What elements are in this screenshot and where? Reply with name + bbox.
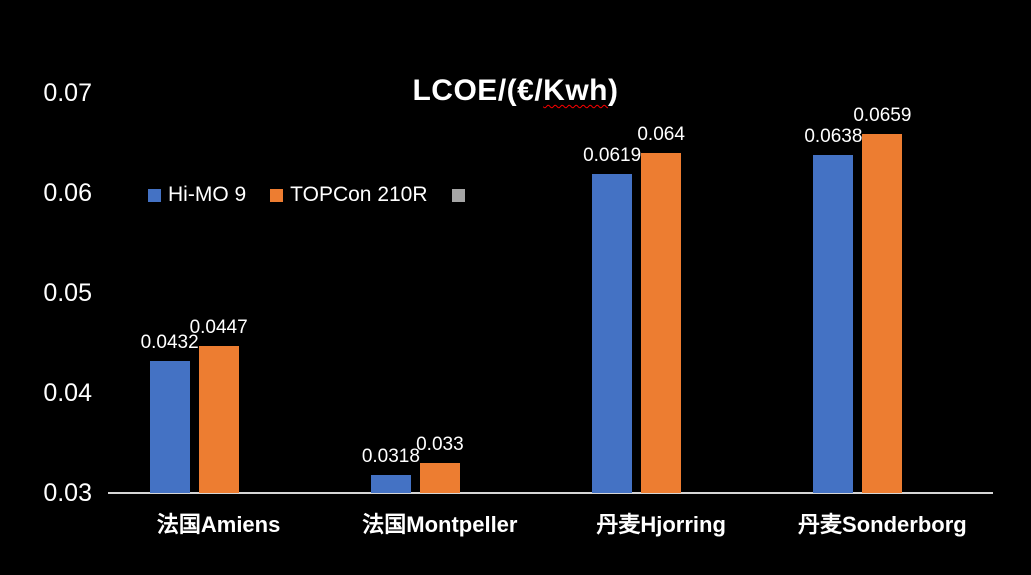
y-tick-label: 0.06: [43, 179, 92, 207]
legend-item-unlabeled: [451, 188, 465, 202]
y-tick-label: 0.07: [43, 79, 92, 107]
bar-value-label: 0.0432: [140, 332, 199, 353]
bar-value-label: 0.0638: [804, 126, 863, 147]
bar-series-1-cat-2: [370, 475, 411, 493]
bar-series-1-cat-1: [149, 361, 190, 493]
chart-title-prefix: LCOE/(€/: [412, 74, 544, 107]
bar-value-label: 0.064: [637, 124, 685, 145]
y-tick-label: 0.05: [43, 279, 92, 307]
x-axis-line: [108, 492, 993, 494]
legend-label: TOPCon 210R: [290, 183, 428, 206]
bar-series-2-cat-1: [198, 346, 239, 493]
y-tick-label: 0.03: [43, 479, 92, 507]
bar-value-label: 0.0318: [361, 446, 420, 467]
bar-series-1-cat-4: [813, 155, 854, 493]
y-tick-label: 0.04: [43, 379, 92, 407]
bar-value-label: 0.0659: [853, 105, 912, 126]
bar-series-2-cat-3: [641, 153, 682, 493]
bar-value-label: 0.0447: [189, 317, 248, 338]
legend-item-hi-mo-9: Hi-MO 9: [148, 183, 246, 207]
chart-title-misspelled-word: Kwh: [543, 74, 608, 107]
category-label: 法国Amiens: [156, 512, 281, 537]
category-label: 丹麦Hjorring: [596, 512, 726, 537]
legend-label: Hi-MO 9: [168, 183, 247, 206]
legend-swatch: [148, 188, 161, 202]
legend-item-topcon-210r: TOPCon 210R: [270, 183, 428, 207]
legend-swatch: [451, 188, 465, 202]
bar-series-2-cat-2: [419, 463, 460, 493]
bar-series-1-cat-3: [592, 174, 633, 493]
category-label: 丹麦Sonderborg: [798, 512, 967, 537]
chart-title: LCOE/(€/Kwh): [0, 74, 1031, 108]
bar-value-label: 0.0619: [583, 145, 642, 166]
legend-swatch: [270, 188, 284, 202]
bar-series-2-cat-4: [862, 134, 903, 493]
chart-legend: Hi-MO 9 TOPCon 210R: [148, 183, 465, 207]
chart-title-suffix: ): [608, 74, 619, 107]
bar-value-label: 0.033: [416, 434, 464, 455]
category-label: 法国Montpeller: [362, 512, 518, 537]
